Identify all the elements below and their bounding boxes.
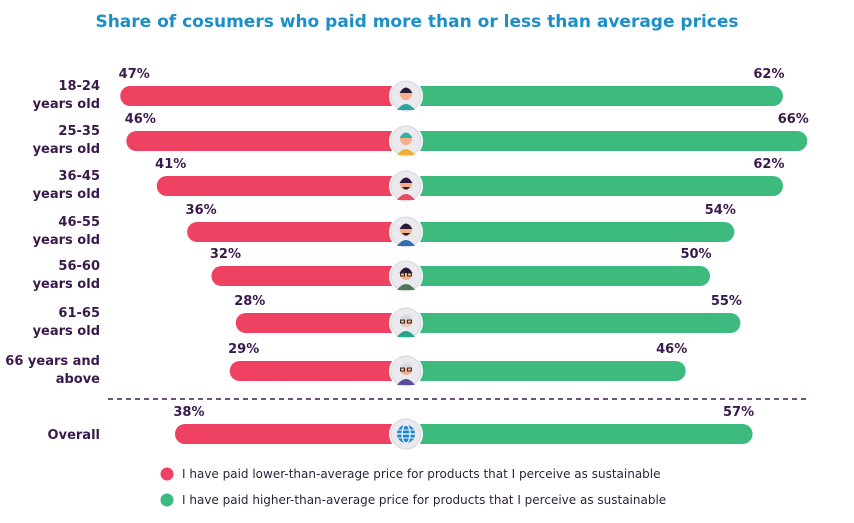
category-label-line: years old — [33, 277, 100, 292]
row-6-higher-value-label: 46% — [656, 342, 687, 357]
avatar-woman-green-hair-icon — [389, 124, 423, 158]
row-0-higher-bar — [396, 86, 783, 106]
row-1-higher-bar — [396, 131, 808, 151]
avatar-man-mustache-icon — [389, 169, 423, 203]
avatar-glasses — [407, 319, 412, 324]
row-2-lower-bar — [156, 176, 416, 196]
avatar-body — [397, 194, 415, 200]
row-5-higher-value-label: 55% — [711, 294, 742, 309]
avatar-hair — [399, 267, 413, 273]
row-4-lower-value-label: 32% — [210, 247, 241, 262]
avatar-hair — [399, 223, 413, 229]
avatar-hair — [399, 177, 413, 183]
row-6-lower-bar — [229, 361, 416, 381]
avatar-body — [397, 240, 415, 246]
avatar-glasses — [400, 319, 405, 324]
avatar-body — [397, 379, 415, 385]
avatar-hair — [399, 87, 413, 93]
avatar-beard — [402, 324, 410, 327]
overall-lower-value-label: 38% — [173, 405, 204, 420]
category-label-line: 66 years and — [5, 354, 100, 369]
legend-swatch — [160, 467, 174, 481]
row-4-higher-bar — [396, 266, 710, 286]
avatar-hair — [399, 132, 413, 138]
avatar-body — [397, 149, 415, 155]
legend-swatch — [160, 493, 174, 507]
category-label-line: years old — [33, 233, 100, 248]
row-6-higher-bar — [396, 361, 686, 381]
row-2-higher-value-label: 62% — [753, 157, 784, 172]
avatar-glasses — [400, 367, 405, 372]
row-3-higher-bar — [396, 222, 735, 242]
category-label-line: 18-24 — [58, 79, 100, 94]
category-label-line: 46-55 — [58, 215, 100, 230]
category-label-line: 56-60 — [58, 259, 100, 274]
category-label-line: years old — [33, 324, 100, 339]
row-1-lower-bar — [126, 131, 416, 151]
avatar-senior-person-icon — [389, 354, 423, 388]
row-5-lower-value-label: 28% — [234, 294, 265, 309]
avatar-woman-glasses-icon — [389, 259, 423, 293]
overall-label: Overall — [48, 428, 100, 443]
row-0-higher-value-label: 62% — [753, 67, 784, 82]
overall-higher-value-label: 57% — [723, 405, 754, 420]
row-5-lower-bar — [235, 313, 416, 333]
avatar-body — [397, 104, 415, 110]
category-label-line: years old — [33, 142, 100, 157]
avatar-young-man-icon — [389, 79, 423, 113]
legend-label: I have paid lower-than-average price for… — [182, 467, 661, 481]
avatar-elderly-man-glasses-icon — [389, 306, 423, 340]
chart-title: Share of cosumers who paid more than or … — [95, 12, 738, 32]
row-5-higher-bar — [396, 313, 741, 333]
row-3-lower-bar — [187, 222, 416, 242]
category-label-line: years old — [33, 97, 100, 112]
globe-icon — [389, 417, 423, 451]
row-0-lower-bar — [120, 86, 417, 106]
overall-higher-bar — [396, 424, 753, 444]
legend-label: I have paid higher-than-average price fo… — [182, 493, 666, 507]
overall-lower-bar — [174, 424, 416, 444]
row-3-higher-value-label: 54% — [705, 203, 736, 218]
row-4-higher-value-label: 50% — [680, 247, 711, 262]
row-4-lower-bar — [211, 266, 416, 286]
avatar-hair — [399, 314, 413, 320]
row-6-lower-value-label: 29% — [228, 342, 259, 357]
avatar-bearded-man-icon — [389, 215, 423, 249]
row-1-higher-value-label: 66% — [778, 112, 809, 127]
avatar-beard — [402, 187, 410, 190]
row-0-lower-value-label: 47% — [119, 67, 150, 82]
avatar-body — [397, 331, 415, 337]
avatar-glasses — [407, 367, 412, 372]
row-2-lower-value-label: 41% — [155, 157, 186, 172]
avatar-body — [397, 284, 415, 290]
row-1-lower-value-label: 46% — [125, 112, 156, 127]
category-label-line: 25-35 — [58, 124, 100, 139]
avatar-hair — [399, 362, 413, 368]
category-label-line: 36-45 — [58, 169, 100, 184]
row-2-higher-bar — [396, 176, 783, 196]
avatar-glasses — [400, 272, 405, 277]
avatar-glasses — [407, 272, 412, 277]
category-label-line: above — [56, 372, 100, 387]
avatar-beard — [402, 233, 410, 236]
category-label-line: 61-65 — [58, 306, 100, 321]
category-label-line: years old — [33, 187, 100, 202]
row-3-lower-value-label: 36% — [186, 203, 217, 218]
